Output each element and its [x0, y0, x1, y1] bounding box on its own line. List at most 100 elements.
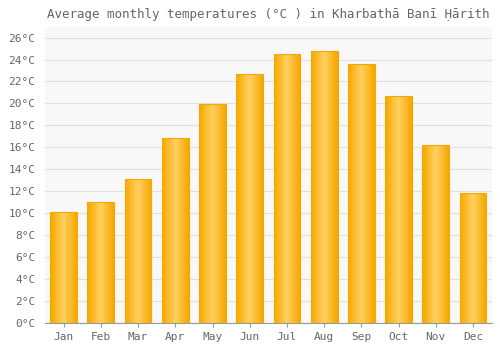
Bar — [252, 74, 254, 323]
Bar — [149, 179, 150, 323]
Bar — [206, 105, 207, 323]
Bar — [216, 105, 217, 323]
Bar — [463, 193, 464, 323]
Bar — [408, 96, 410, 323]
Bar — [425, 145, 426, 323]
Bar — [405, 96, 406, 323]
Bar — [204, 105, 206, 323]
Bar — [69, 212, 70, 323]
Bar — [72, 212, 74, 323]
Bar — [277, 54, 278, 323]
Bar — [466, 193, 467, 323]
Bar — [131, 179, 132, 323]
Bar — [367, 64, 368, 323]
Bar — [240, 74, 241, 323]
Bar — [208, 105, 209, 323]
Bar — [249, 74, 250, 323]
Bar — [246, 74, 247, 323]
Bar — [385, 96, 412, 323]
Bar — [170, 139, 171, 323]
Bar — [348, 64, 375, 323]
Bar — [210, 105, 212, 323]
Bar — [350, 64, 352, 323]
Bar — [293, 54, 294, 323]
Bar — [104, 202, 106, 323]
Bar — [130, 179, 131, 323]
Bar — [166, 139, 168, 323]
Bar — [274, 54, 300, 323]
Bar — [162, 139, 163, 323]
Bar — [129, 179, 130, 323]
Bar — [278, 54, 279, 323]
Bar — [250, 74, 252, 323]
Bar — [370, 64, 371, 323]
Bar — [460, 193, 462, 323]
Bar — [140, 179, 141, 323]
Bar — [432, 145, 433, 323]
Bar — [465, 193, 466, 323]
Bar — [92, 202, 93, 323]
Bar — [138, 179, 139, 323]
Bar — [472, 193, 473, 323]
Bar — [328, 51, 330, 323]
Bar — [410, 96, 411, 323]
Bar — [392, 96, 394, 323]
Bar — [326, 51, 327, 323]
Bar — [98, 202, 99, 323]
Bar — [62, 212, 63, 323]
Bar — [255, 74, 256, 323]
Bar — [236, 74, 237, 323]
Bar — [443, 145, 444, 323]
Bar — [90, 202, 91, 323]
Bar — [402, 96, 403, 323]
Bar — [317, 51, 318, 323]
Bar — [462, 193, 463, 323]
Bar — [333, 51, 334, 323]
Bar — [257, 74, 258, 323]
Bar — [168, 139, 169, 323]
Bar — [398, 96, 400, 323]
Bar — [426, 145, 427, 323]
Bar — [247, 74, 248, 323]
Bar — [254, 74, 255, 323]
Bar — [124, 179, 152, 323]
Bar — [468, 193, 469, 323]
Bar — [319, 51, 320, 323]
Bar — [481, 193, 482, 323]
Bar — [248, 74, 249, 323]
Bar — [200, 105, 201, 323]
Bar — [430, 145, 432, 323]
Bar — [348, 64, 349, 323]
Bar — [139, 179, 140, 323]
Bar — [279, 54, 280, 323]
Bar — [325, 51, 326, 323]
Bar — [475, 193, 476, 323]
Bar — [217, 105, 218, 323]
Bar — [91, 202, 92, 323]
Bar — [335, 51, 336, 323]
Bar — [238, 74, 239, 323]
Bar — [215, 105, 216, 323]
Bar — [285, 54, 286, 323]
Bar — [54, 212, 56, 323]
Bar — [428, 145, 430, 323]
Bar — [467, 193, 468, 323]
Bar — [389, 96, 390, 323]
Bar — [199, 105, 200, 323]
Bar — [163, 139, 164, 323]
Bar — [141, 179, 142, 323]
Bar — [61, 212, 62, 323]
Bar — [174, 139, 176, 323]
Bar — [314, 51, 316, 323]
Bar — [448, 145, 449, 323]
Bar — [147, 179, 148, 323]
Bar — [403, 96, 404, 323]
Bar — [218, 105, 219, 323]
Bar — [287, 54, 288, 323]
Bar — [178, 139, 179, 323]
Bar — [358, 64, 360, 323]
Bar — [357, 64, 358, 323]
Bar — [280, 54, 281, 323]
Bar — [76, 212, 77, 323]
Bar — [171, 139, 172, 323]
